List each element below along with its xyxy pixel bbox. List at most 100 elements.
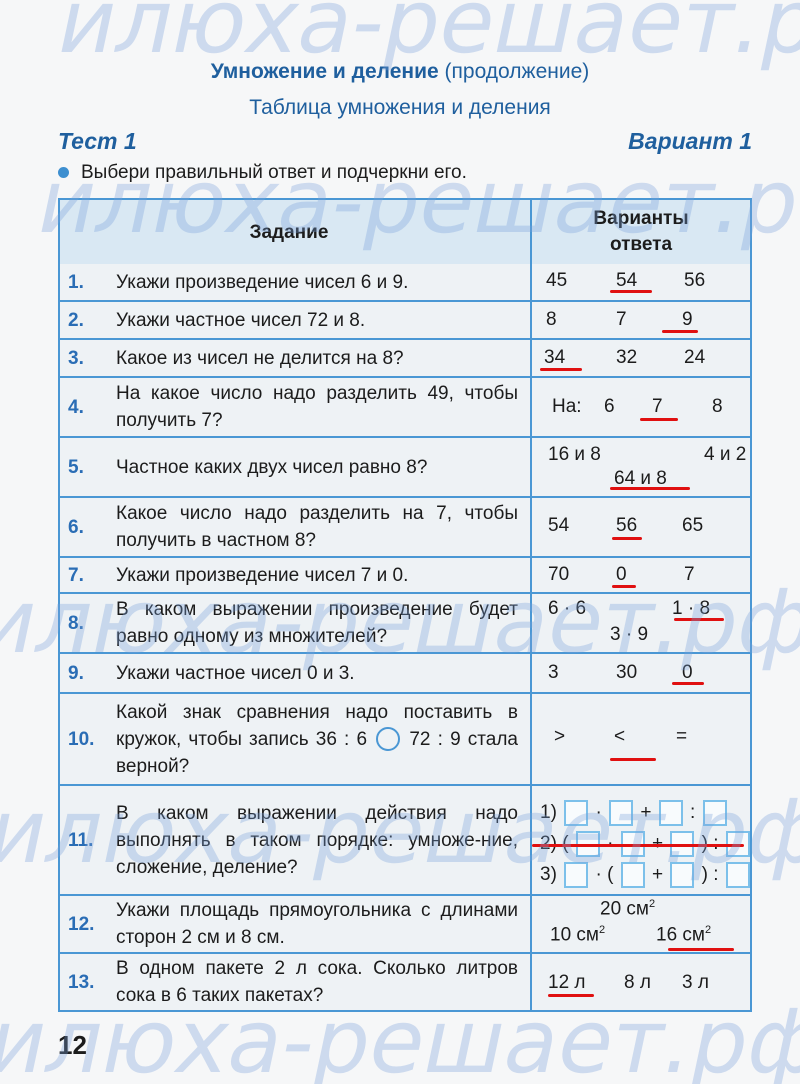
task-cell: 13. В одном пакете 2 л сока. Сколько литр… bbox=[60, 954, 532, 1010]
answer-option[interactable]: 0 bbox=[682, 662, 693, 683]
table-row: 3. Какое из чисел не делится на 8? 34 32 24 bbox=[60, 338, 750, 376]
table-row: 7. Укажи произведение чисел 7 и 0. 70 0 7 bbox=[60, 556, 750, 592]
task-cell: 1. Укажи произведение чисел 6 и 9. bbox=[60, 264, 532, 300]
answer-option[interactable]: 7 bbox=[616, 309, 627, 330]
answer-option[interactable]: 6 bbox=[604, 396, 615, 417]
page-number: 12 bbox=[58, 1030, 87, 1060]
operator: · bbox=[595, 802, 602, 824]
selected-underline bbox=[668, 948, 734, 951]
answer-option[interactable]: 45 bbox=[546, 270, 568, 291]
answer-option[interactable]: 4 и 2 bbox=[704, 444, 747, 465]
answer-option[interactable]: 54 bbox=[548, 515, 570, 536]
answer-option[interactable]: > bbox=[554, 726, 566, 747]
operator: + bbox=[640, 802, 652, 824]
task-text: В одном пакете 2 л сока. Сколько литров … bbox=[116, 958, 518, 1006]
answer-option[interactable]: 8 bbox=[712, 396, 723, 417]
answer-option[interactable]: 8 bbox=[546, 309, 557, 330]
task-text: Какое из чисел не делится на 8? bbox=[116, 347, 404, 369]
table-row: 8. В каком выражении произведение будет р… bbox=[60, 592, 750, 652]
answer-option[interactable]: 34 bbox=[544, 347, 566, 368]
operator: + bbox=[651, 864, 664, 886]
answer-option[interactable]: 20 см2 bbox=[600, 898, 656, 920]
answer-cell: 16 и 8 4 и 2 64 и 8 bbox=[532, 438, 750, 496]
answer-option[interactable]: 70 bbox=[548, 564, 570, 585]
task-cell: 10. Какой знак сравнения надо поставить в… bbox=[60, 694, 532, 784]
answer-option[interactable]: 56 bbox=[616, 515, 638, 536]
answer-option[interactable]: 64 и 8 bbox=[614, 468, 667, 489]
table-row: 2. Укажи частное чисел 72 и 8. 8 7 9 bbox=[60, 300, 750, 338]
answer-option[interactable]: 3 bbox=[548, 662, 559, 683]
answer-option[interactable]: 65 bbox=[682, 515, 704, 536]
answer-option[interactable]: = bbox=[676, 726, 688, 747]
answer-option[interactable]: 32 bbox=[616, 347, 638, 368]
task-text: Укажи произведение чисел 7 и 0. bbox=[116, 564, 409, 586]
answer-option[interactable]: 7 bbox=[684, 564, 695, 585]
selected-underline bbox=[532, 844, 744, 847]
operator: + bbox=[652, 833, 663, 854]
answer-option[interactable]: 54 bbox=[616, 270, 638, 291]
answer-option[interactable]: 8 л bbox=[624, 972, 651, 993]
answer-option[interactable]: 3 · 9 bbox=[610, 624, 649, 645]
answers-header-1: Варианты bbox=[593, 208, 689, 229]
task-cell: 5. Частное каких двух чисел равно 8? bbox=[60, 438, 532, 496]
task-number: 8. bbox=[68, 612, 84, 634]
answer-cell: 8 7 9 bbox=[532, 302, 750, 338]
answer-option[interactable]: 0 bbox=[616, 564, 627, 585]
task-cell: 3. Какое из чисел не делится на 8? bbox=[60, 340, 532, 376]
answer-cell: 1) · + : 2) ( · + ) : 3) · ( + ) : bbox=[532, 786, 750, 894]
answer-option[interactable]: 16 см2 bbox=[656, 924, 712, 946]
answer-option[interactable]: 7 bbox=[652, 396, 663, 417]
task-text: Частное каких двух чисел равно 8? bbox=[116, 456, 428, 478]
variant-label: Вариант 1 bbox=[628, 128, 752, 154]
task-number: 4. bbox=[68, 396, 84, 418]
blank-box bbox=[564, 800, 589, 826]
task-cell: 4. На какое число надо разделить 49, чтоб… bbox=[60, 378, 532, 436]
task-cell: 2. Укажи частное чисел 72 и 8. bbox=[60, 302, 532, 338]
task-text: Какой знак сравнения надо поставить в кр… bbox=[116, 701, 518, 777]
task-text: Укажи частное чисел 72 и 8. bbox=[116, 309, 366, 331]
comparison-circle[interactable] bbox=[376, 727, 401, 752]
table-row: 12. Укажи площадь прямоугольника с длинам… bbox=[60, 894, 750, 952]
answer-option[interactable]: < bbox=[614, 726, 626, 747]
answer-option[interactable]: 10 см2 bbox=[550, 924, 606, 946]
answer-option[interactable]: 6 · 6 bbox=[548, 598, 587, 619]
instruction: Выбери правильный ответ и подчеркни его. bbox=[58, 162, 467, 184]
operator: ) bbox=[701, 864, 708, 886]
answer-option[interactable]: 12 л bbox=[548, 972, 586, 993]
answer-option[interactable]: 1) · + : bbox=[540, 800, 729, 826]
blank-box bbox=[609, 800, 634, 826]
task-number: 2. bbox=[68, 309, 84, 331]
answer-cell: На: 6 7 8 bbox=[532, 378, 750, 436]
answer-option[interactable]: 30 bbox=[616, 662, 638, 683]
task-text: На какое число надо разделить 49, чтобы … bbox=[116, 383, 518, 431]
answer-cell: > < = bbox=[532, 694, 750, 784]
answer-option[interactable]: 24 bbox=[684, 347, 706, 368]
answer-cell: 20 см2 10 см2 16 см2 bbox=[532, 896, 750, 952]
task-number: 6. bbox=[68, 516, 84, 538]
instruction-text: Выбери правильный ответ и подчеркни его. bbox=[81, 162, 467, 183]
answer-option[interactable]: 9 bbox=[682, 309, 693, 330]
answer-option[interactable]: 1 · 8 bbox=[672, 598, 711, 619]
task-number: 3. bbox=[68, 347, 84, 369]
answer-option[interactable]: 3) · ( + ) : bbox=[540, 862, 752, 888]
task-text: В каком выражении произведение будет рав… bbox=[116, 599, 518, 647]
table-row: 13. В одном пакете 2 л сока. Сколько литр… bbox=[60, 952, 750, 1010]
table-row: 11. В каком выражении действия надо выпол… bbox=[60, 784, 750, 894]
operator: ) bbox=[702, 833, 708, 854]
selected-underline bbox=[540, 368, 582, 371]
answer-cell: 3 30 0 bbox=[532, 654, 750, 692]
bullet-icon bbox=[58, 167, 69, 178]
answer-option[interactable]: 3 л bbox=[682, 972, 709, 993]
answer-cell: 45 54 56 bbox=[532, 264, 750, 300]
operator: : bbox=[713, 833, 718, 854]
task-cell: 6. Какое число надо разделить на 7, чтобы… bbox=[60, 498, 532, 556]
answer-option[interactable]: 56 bbox=[684, 270, 706, 291]
answer-prefix: На: bbox=[552, 396, 582, 417]
answer-cell: 12 л 8 л 3 л bbox=[532, 954, 750, 1010]
blank-box bbox=[670, 862, 695, 888]
task-number: 12. bbox=[68, 913, 95, 935]
page-title: Умножение и деление (продолжение) bbox=[0, 60, 800, 84]
answer-option[interactable]: 16 и 8 bbox=[548, 444, 601, 465]
task-number: 7. bbox=[68, 564, 84, 586]
